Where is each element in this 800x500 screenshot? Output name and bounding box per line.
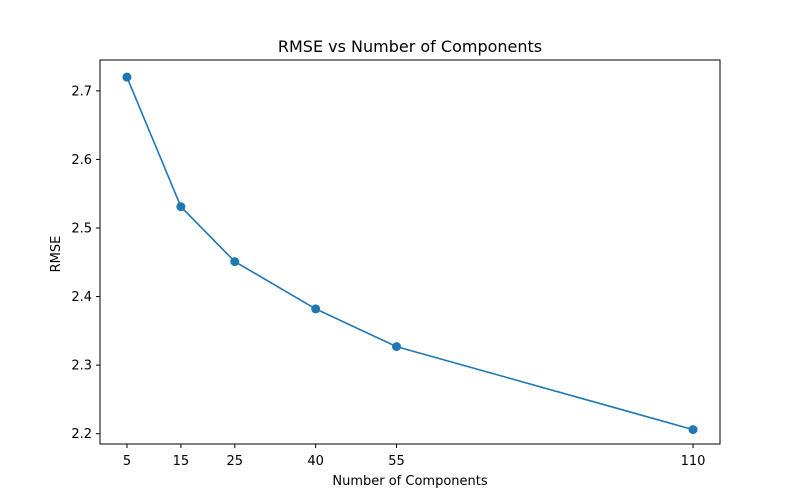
y-tick-label: 2.2 (71, 427, 92, 442)
data-point (122, 72, 132, 82)
data-point (230, 257, 240, 267)
y-tick-label: 2.3 (71, 359, 92, 374)
y-tick-label: 2.7 (71, 84, 92, 99)
data-point (311, 304, 321, 314)
plot-area: 5 15 25 40 55 110 2.2 2.3 2.4 2.5 2.6 2.7 (71, 59, 721, 469)
plot-frame (99, 59, 721, 445)
y-tick-label: 2.5 (71, 222, 92, 237)
x-tick-label: 15 (173, 454, 190, 469)
data-point (176, 202, 186, 212)
data-point (688, 425, 698, 435)
series-line (126, 76, 694, 431)
x-tick-label: 25 (227, 454, 244, 469)
x-tick-label: 110 (681, 454, 706, 469)
y-tick-label: 2.6 (71, 153, 92, 168)
x-tick-label: 5 (123, 454, 131, 469)
x-tick-label: 40 (307, 454, 324, 469)
x-tick-label: 55 (388, 454, 405, 469)
y-tick-label: 2.4 (71, 290, 92, 305)
x-axis-label: Number of Components (332, 474, 487, 489)
data-point (392, 342, 402, 352)
y-axis-label: RMSE (49, 236, 64, 273)
chart-title: RMSE vs Number of Components (278, 37, 542, 56)
